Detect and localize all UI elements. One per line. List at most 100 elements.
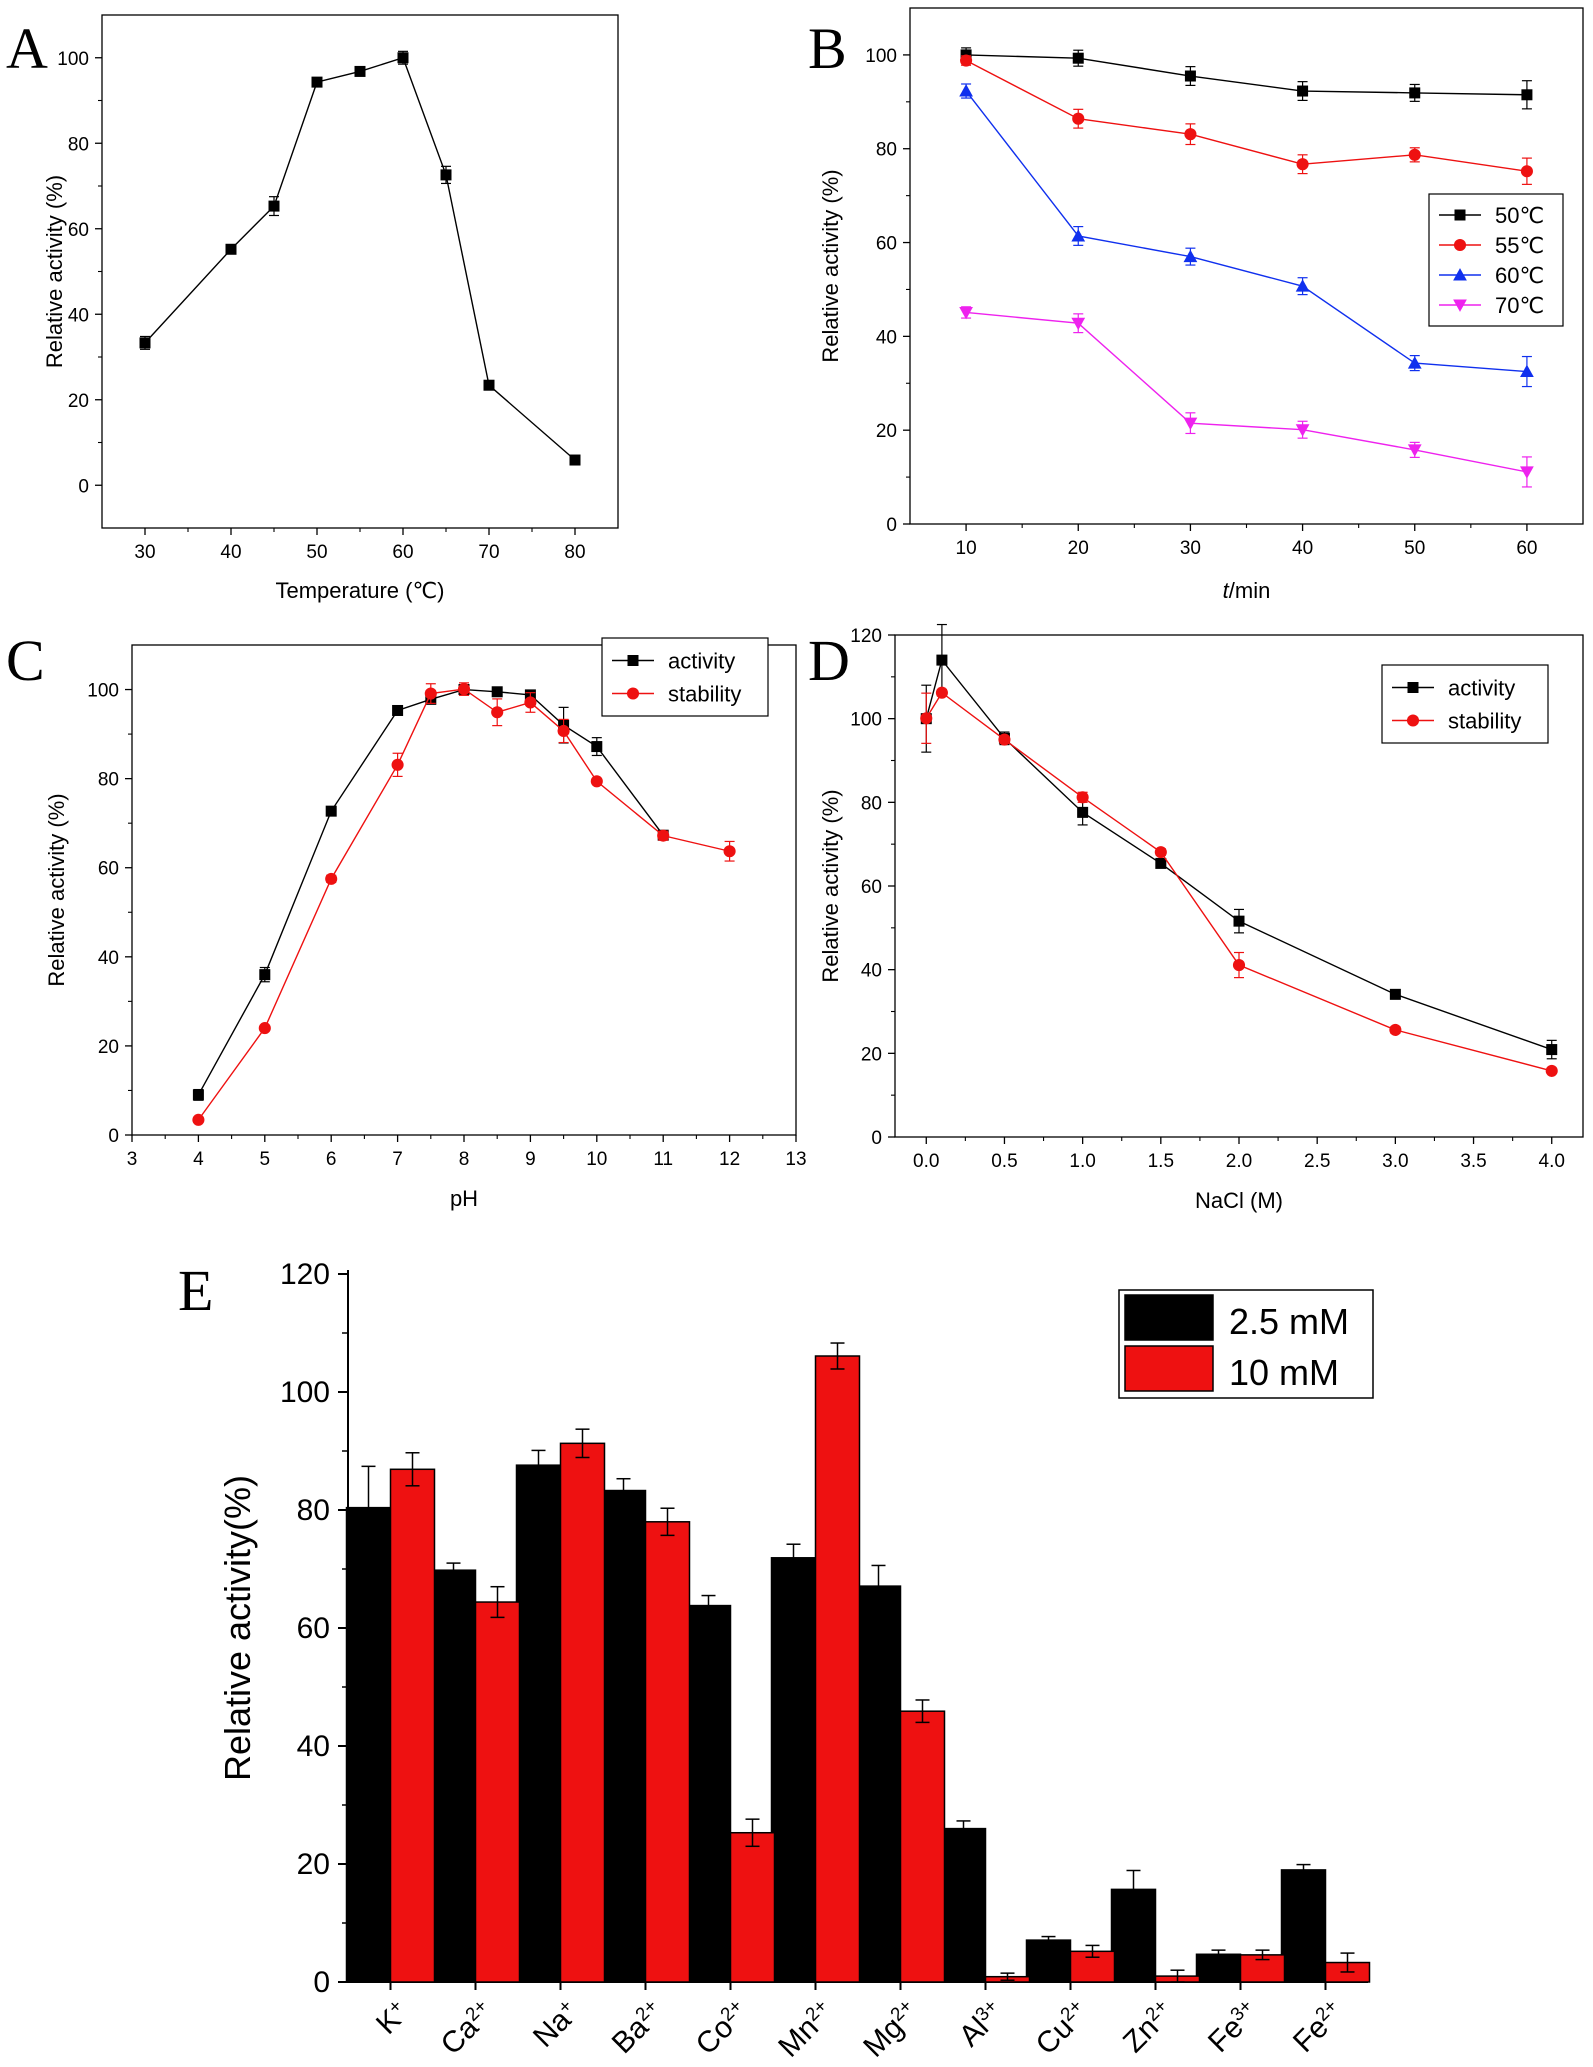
series-line xyxy=(925,658,1552,1051)
series-line xyxy=(144,56,576,461)
legend-label: 70℃ xyxy=(1495,293,1544,318)
x-tick-label: 30 xyxy=(134,542,155,563)
y-tick-label: 80 xyxy=(68,134,89,155)
data-point xyxy=(192,1113,205,1126)
x-tick-label: 12 xyxy=(719,1149,740,1170)
x-tick-label: 1.5 xyxy=(1148,1151,1174,1172)
x-tick-label: 3.5 xyxy=(1460,1151,1486,1172)
x-tick-label: 7 xyxy=(392,1149,403,1170)
bar xyxy=(1280,1869,1327,1983)
y-tick-label: 20 xyxy=(68,391,89,412)
legend-label: 10 mM xyxy=(1229,1352,1339,1393)
data-point xyxy=(192,1089,204,1101)
data-point xyxy=(391,758,404,771)
data-point xyxy=(258,1022,271,1035)
series-2-5-mm xyxy=(345,1449,1327,1983)
legend-label: 60℃ xyxy=(1495,263,1544,288)
y-tick-label: 60 xyxy=(297,1612,330,1645)
data-point xyxy=(1077,806,1089,818)
data-point xyxy=(1408,148,1421,161)
panel-d: D 0.0 0.5 1.0 1.5 2.0 2.5 3.0 3.5 4.0 0 20 40 60 80 100… xyxy=(808,623,1584,1213)
y-axis-label: Relative activity (%) xyxy=(818,789,843,982)
x-tick-label: K+ xyxy=(370,1995,416,2041)
data-point xyxy=(960,54,973,67)
data-point xyxy=(354,65,366,77)
data-point xyxy=(1155,857,1167,869)
data-point xyxy=(998,733,1011,746)
series-10-mm xyxy=(389,1342,1371,1983)
data-point xyxy=(397,52,409,64)
x-tick-label: 60 xyxy=(1516,538,1537,559)
x-tick-label: Zn2+ xyxy=(1117,1995,1181,2059)
bar xyxy=(899,1710,946,1983)
bar xyxy=(559,1442,606,1983)
series-activity xyxy=(192,684,669,1101)
bar xyxy=(1025,1939,1072,1983)
y-axis-label: Relative activity (%) xyxy=(42,175,67,368)
y-tick-label: 60 xyxy=(68,220,89,241)
x-tick-label: 3.0 xyxy=(1382,1151,1408,1172)
y-tick-label: 40 xyxy=(297,1730,330,1763)
data-point xyxy=(1183,417,1198,431)
data-point xyxy=(920,712,933,725)
data-point xyxy=(325,872,338,885)
legend-swatch-marker xyxy=(626,687,640,700)
data-point xyxy=(1389,988,1401,1000)
data-point xyxy=(1407,444,1422,457)
x-tick-label: 11 xyxy=(653,1149,673,1170)
data-point xyxy=(657,829,670,842)
y-tick-label: 40 xyxy=(98,948,119,969)
y-tick-label: 40 xyxy=(68,305,89,326)
data-point xyxy=(1071,317,1086,331)
y-tick-label: 0 xyxy=(313,1966,330,1999)
x-tick-label: 4 xyxy=(193,1149,204,1170)
data-point xyxy=(1520,364,1534,378)
panel-label: A xyxy=(6,16,48,81)
y-tick-label: 20 xyxy=(297,1848,330,1881)
data-point xyxy=(491,706,504,719)
bar xyxy=(729,1831,776,1983)
series-line xyxy=(965,90,1527,373)
bar xyxy=(644,1521,691,1983)
y-tick-label: 80 xyxy=(98,770,119,791)
data-point xyxy=(440,169,452,181)
legend-label: 2.5 mM xyxy=(1229,1301,1349,1342)
legend-label: 55℃ xyxy=(1495,233,1544,258)
x-tick-label: 3 xyxy=(127,1149,138,1170)
x-tick-label: Al3+ xyxy=(952,1995,1010,2053)
series-60- xyxy=(959,83,1534,388)
data-point xyxy=(723,845,736,858)
bar xyxy=(345,1506,392,1983)
x-tick-label: 80 xyxy=(564,542,585,563)
x-axis-label: Temperature (℃) xyxy=(276,578,445,603)
data-point xyxy=(1297,85,1309,97)
y-tick-label: 60 xyxy=(98,859,119,880)
x-tick-label: 13 xyxy=(785,1149,806,1170)
data-point xyxy=(1183,249,1198,263)
y-tick-label: 40 xyxy=(861,961,882,982)
data-point xyxy=(225,243,237,255)
legend-swatch-marker xyxy=(1453,238,1467,252)
data-point xyxy=(1295,424,1310,437)
legend-label: stability xyxy=(668,682,741,707)
bar xyxy=(389,1468,436,1983)
y-tick-label: 100 xyxy=(865,46,897,67)
panel-e: E 0 20 40 60 80 100 120 Relative activity(%) K+ Ca… xyxy=(178,1258,1374,2064)
data-point xyxy=(1154,846,1167,859)
y-tick-label: 0 xyxy=(886,515,897,536)
y-tick-label: 80 xyxy=(297,1494,330,1527)
x-tick-label: 0.0 xyxy=(913,1151,939,1172)
panel-label: E xyxy=(178,1258,213,1323)
data-point xyxy=(483,379,495,391)
legend-label: 50℃ xyxy=(1495,203,1544,228)
bar xyxy=(855,1585,902,1983)
data-point xyxy=(1545,1064,1558,1077)
panel-label: C xyxy=(6,628,45,693)
data-point xyxy=(591,741,603,753)
y-tick-label: 0 xyxy=(78,476,89,497)
series-stability xyxy=(192,682,736,1126)
legend-swatch xyxy=(1124,1294,1214,1341)
x-axis-label: pH xyxy=(450,1186,478,1211)
legend: activity stability xyxy=(601,637,769,717)
y-tick-label: 80 xyxy=(861,793,882,814)
